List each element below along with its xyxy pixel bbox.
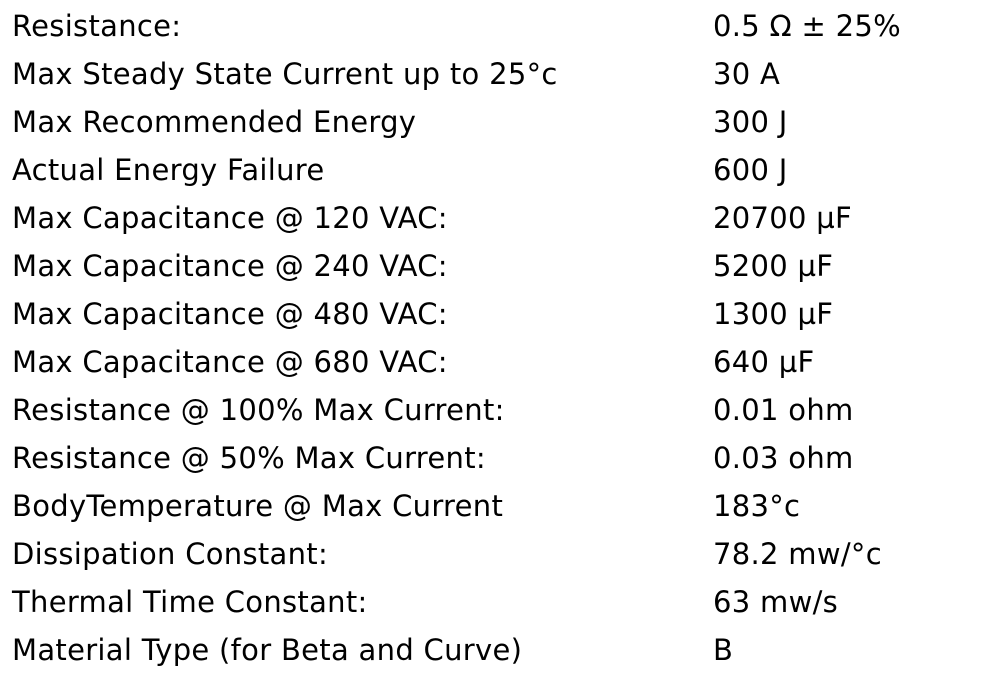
spec-label: Max Steady State Current up to 25°c — [12, 57, 558, 91]
table-row: Dissipation Constant: 78.2 mw/°c — [12, 530, 973, 578]
table-row: BodyTemperature @ Max Current 183°c — [12, 482, 973, 530]
spec-label: Resistance: — [12, 9, 182, 43]
spec-value: 0.01 ohm — [713, 393, 854, 427]
spec-label: Max Capacitance @ 120 VAC: — [12, 201, 448, 235]
spec-label: Dissipation Constant: — [12, 537, 329, 571]
spec-value: 183°c — [713, 489, 801, 523]
table-row: Max Capacitance @ 240 VAC: 5200 µF — [12, 242, 973, 290]
spec-value: 640 µF — [713, 345, 815, 379]
spec-value: 78.2 mw/°c — [713, 537, 882, 571]
spec-table: Resistance: 0.5 Ω ± 25% Max Steady State C… — [12, 2, 973, 674]
table-row: Max Recommended Energy 300 J — [12, 98, 973, 146]
table-row: Max Capacitance @ 120 VAC: 20700 µF — [12, 194, 973, 242]
spec-label: Max Capacitance @ 480 VAC: — [12, 297, 448, 331]
table-row: Max Steady State Current up to 25°c 30 A — [12, 50, 973, 98]
table-row: Resistance: 0.5 Ω ± 25% — [12, 2, 973, 50]
spec-value: 600 J — [713, 153, 788, 187]
spec-label: Max Capacitance @ 240 VAC: — [12, 249, 448, 283]
spec-label: Material Type (for Beta and Curve) — [12, 633, 523, 667]
spec-value: B — [713, 633, 734, 667]
table-row: Thermal Time Constant: 63 mw/s — [12, 578, 973, 626]
table-row: Max Capacitance @ 680 VAC: 640 µF — [12, 338, 973, 386]
spec-label: Max Recommended Energy — [12, 105, 417, 139]
table-row: Actual Energy Failure 600 J — [12, 146, 973, 194]
spec-value: 63 mw/s — [713, 585, 839, 619]
spec-value: 30 A — [713, 57, 781, 91]
table-row: Resistance @ 50% Max Current: 0.03 ohm — [12, 434, 973, 482]
table-row: Material Type (for Beta and Curve) B — [12, 626, 973, 674]
spec-label: BodyTemperature @ Max Current — [12, 489, 504, 523]
spec-label: Max Capacitance @ 680 VAC: — [12, 345, 448, 379]
spec-value: 5200 µF — [713, 249, 834, 283]
spec-label: Actual Energy Failure — [12, 153, 325, 187]
spec-label: Thermal Time Constant: — [12, 585, 368, 619]
table-row: Resistance @ 100% Max Current: 0.01 ohm — [12, 386, 973, 434]
spec-value: 1300 µF — [713, 297, 834, 331]
spec-value: 20700 µF — [713, 201, 853, 235]
spec-value: 0.03 ohm — [713, 441, 854, 475]
spec-label: Resistance @ 50% Max Current: — [12, 441, 486, 475]
spec-value: 300 J — [713, 105, 788, 139]
table-row: Max Capacitance @ 480 VAC: 1300 µF — [12, 290, 973, 338]
spec-value: 0.5 Ω ± 25% — [713, 9, 901, 43]
spec-label: Resistance @ 100% Max Current: — [12, 393, 505, 427]
